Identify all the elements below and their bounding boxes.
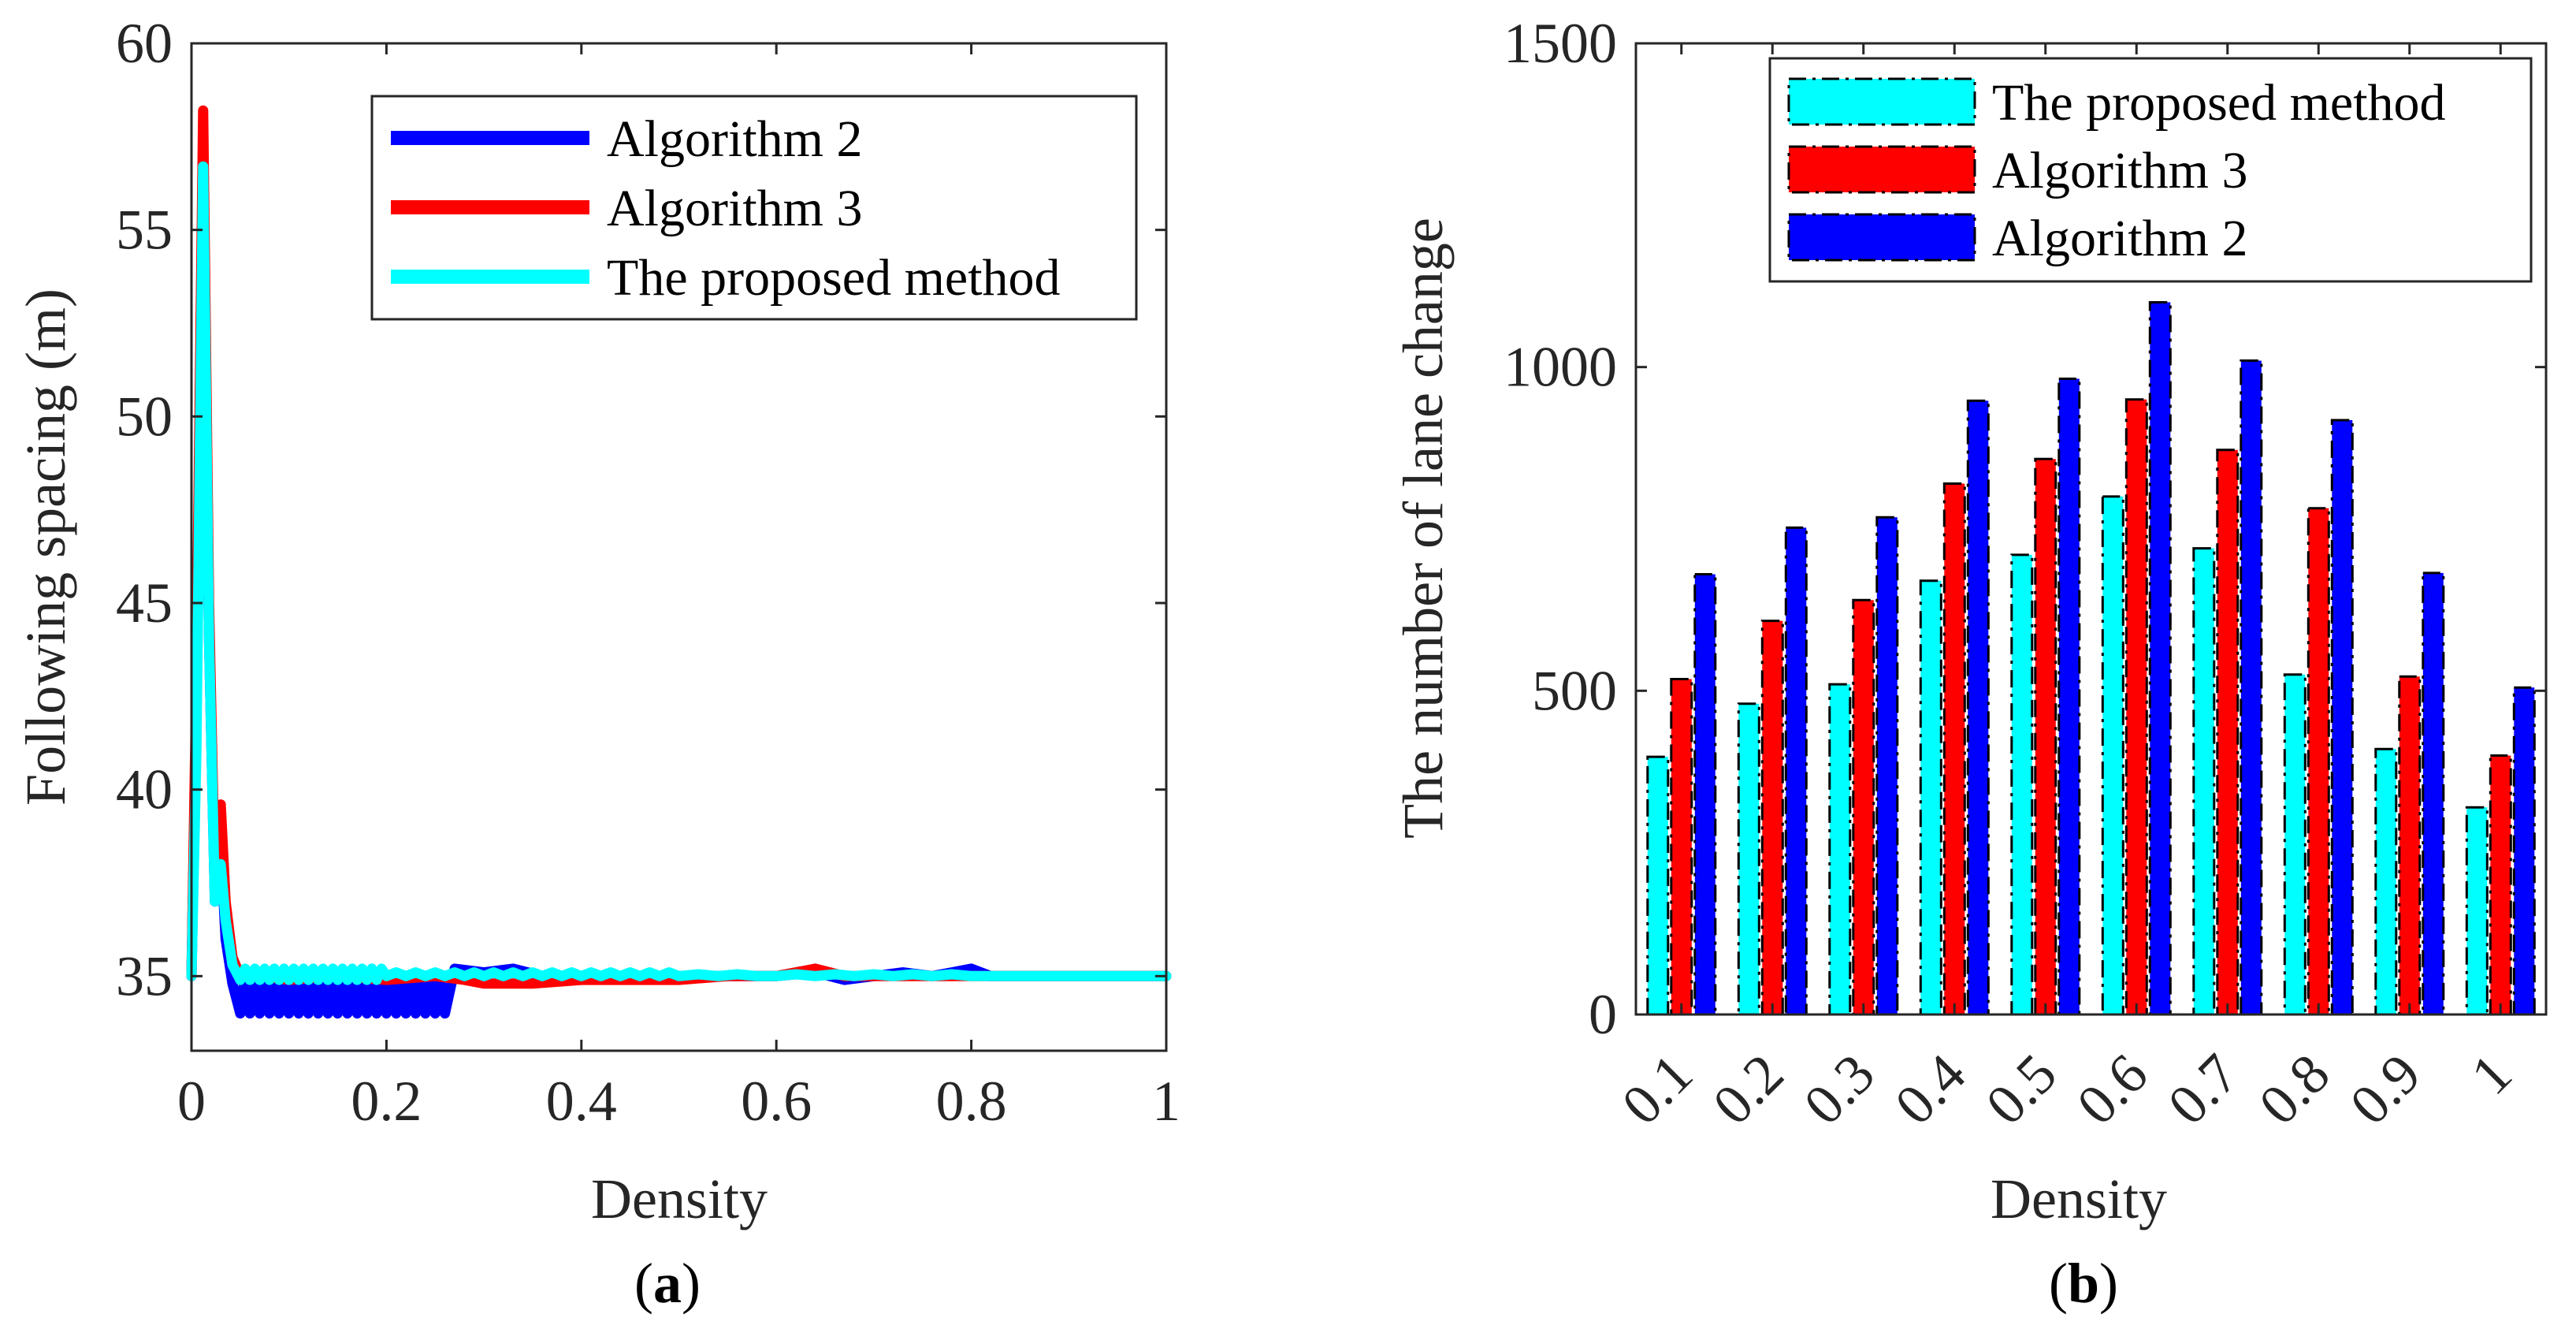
panel-a-legend-label-proposed: The proposed method <box>607 249 1061 307</box>
panel-b-bar-the-proposed-method-0-2 <box>1737 702 1760 1016</box>
panel-a-caption: (a) <box>634 1252 701 1315</box>
panel-b-x-tick-label: 0.6 <box>2065 1042 2159 1137</box>
panel-b-bar-the-proposed-method-0-9 <box>2374 747 2398 1016</box>
panel-b-bar-algorithm-2-0-5 <box>2057 378 2081 1016</box>
panel-b-bar-algorithm-2-0-2 <box>1784 526 1808 1016</box>
panel-b-bar-the-proposed-method-0-5 <box>2010 553 2034 1016</box>
panel-b-bar-algorithm-2-0-8 <box>2330 419 2354 1016</box>
panel-b-legend-label-algorithm-2: Algorithm 2 <box>1992 210 2248 267</box>
panel-b-bar-the-proposed-method-0-7 <box>2192 547 2216 1016</box>
panel-b-bar-the-proposed-method-1 <box>2465 806 2489 1016</box>
panel-b-bar-algorithm-3-0-1 <box>1670 678 1693 1016</box>
panel-b-axes-box <box>1634 42 2548 1016</box>
panel-b-bar-algorithm-2-0-3 <box>1875 516 1899 1016</box>
panel-b-caption: (b) <box>2049 1252 2118 1315</box>
panel-a-y-tick-label: 55 <box>116 199 173 262</box>
panel-a-series-lines <box>186 105 1172 1019</box>
panel-b-x-tick-label: 0.7 <box>2156 1042 2251 1137</box>
panel-b-legend: The proposed method Algorithm 3 Algorith… <box>1768 57 2533 283</box>
panel-b-x-tick-label: 0.9 <box>2338 1042 2433 1137</box>
panel-b-bar-algorithm-2-0-9 <box>2422 571 2445 1016</box>
panel-a-line-chart: 0 0.2 0.4 0.6 0.8 1 35 40 45 50 55 60 Following spa… <box>14 12 1180 1315</box>
panel-b-legend-swatch-algorithm-3 <box>1787 145 1976 194</box>
panel-b-y-tick-label: 0 <box>1589 983 1617 1046</box>
panel-b-x-tick-label: 0.5 <box>1974 1042 2069 1137</box>
panel-a-x-tick-label: 0.8 <box>936 1070 1007 1133</box>
panel-a-x-axis-label: Density <box>591 1167 768 1230</box>
panel-b-x-axis-label: Density <box>1991 1167 2167 1230</box>
panel-b-bar-algorithm-3-0-4 <box>1942 482 1966 1016</box>
panel-a-y-axis-label: Following spacing (m) <box>14 289 77 806</box>
panel-b-bar-algorithm-3-0-7 <box>2216 449 2240 1016</box>
panel-b-legend-label-proposed: The proposed method <box>1992 74 2446 132</box>
panel-b-bars <box>1646 301 2536 1016</box>
panel-b-y-axis-label: The number of lane change <box>1392 218 1455 839</box>
panel-a-legend: Algorithm 2 Algorithm 3 The proposed met… <box>370 95 1138 321</box>
panel-a-x-tick-label: 1 <box>1152 1070 1180 1133</box>
panel-b-y-tick-label: 1500 <box>1504 12 1617 75</box>
panel-a-y-tick-label: 35 <box>116 944 173 1007</box>
panel-b-x-tick-label: 0.4 <box>1883 1042 1977 1137</box>
panel-a-y-tick-label: 60 <box>116 12 173 75</box>
panel-a-legend-label-algorithm-2: Algorithm 2 <box>607 110 863 168</box>
panel-a-x-tick-label: 0 <box>177 1070 206 1133</box>
panel-b-x-tick-label: 0.2 <box>1701 1042 1795 1137</box>
panel-b-bar-algorithm-3-0-2 <box>1760 620 1784 1016</box>
panel-b-bar-the-proposed-method-0-6 <box>2101 495 2124 1016</box>
panel-b-bar-algorithm-3-0-5 <box>2034 457 2057 1016</box>
panel-b-bar-the-proposed-method-0-8 <box>2283 673 2307 1016</box>
panel-b-bar-algorithm-2-0-6 <box>2148 301 2172 1016</box>
panel-b-legend-swatch-proposed <box>1787 77 1976 126</box>
panel-a-series-the-proposed-method <box>186 161 1172 985</box>
panel-a-x-tick-label: 0.4 <box>546 1070 617 1133</box>
panel-b-bar-algorithm-3-0-9 <box>2398 675 2422 1016</box>
panel-b-bar-algorithm-3-1 <box>2489 754 2512 1016</box>
panel-b-legend-label-algorithm-3: Algorithm 3 <box>1992 142 2248 199</box>
panel-a-x-tick-label: 0.2 <box>351 1070 422 1133</box>
panel-b-bar-algorithm-3-0-6 <box>2124 398 2148 1016</box>
panel-a-x-tick-label: 0.6 <box>741 1070 812 1133</box>
panel-b-legend-swatch-algorithm-2 <box>1787 213 1976 262</box>
panel-b-bar-algorithm-2-0-4 <box>1966 399 1990 1016</box>
panel-b-bar-algorithm-3-0-3 <box>1852 598 1875 1016</box>
panel-b-bar-algorithm-2-0-7 <box>2240 359 2263 1016</box>
panel-b-bar-algorithm-3-0-8 <box>2307 507 2330 1016</box>
panel-b-y-tick-label: 500 <box>1532 659 1617 722</box>
panel-b-bar-chart: 0.10.20.30.40.50.60.70.80.9 1 0 500 1000 1500… <box>1392 12 2548 1315</box>
panel-a-y-tick-label: 40 <box>116 758 173 821</box>
panel-a-axes-box <box>190 42 1168 1052</box>
panel-a-legend-label-algorithm-3: Algorithm 3 <box>607 180 863 237</box>
panel-b-bar-the-proposed-method-0-3 <box>1828 683 1852 1016</box>
panel-a-ticks: 0 0.2 0.4 0.6 0.8 1 35 40 45 50 55 60 <box>116 12 1180 1133</box>
panel-a-y-tick-label: 50 <box>116 385 173 448</box>
panel-b-x-tick-label: 0.3 <box>1792 1042 1886 1137</box>
panel-b-x-tick-label: 0.8 <box>2247 1042 2341 1137</box>
panel-b-bar-algorithm-2-1 <box>2512 686 2536 1016</box>
panel-b-y-tick-label: 1000 <box>1504 336 1617 399</box>
panel-b-bar-algorithm-2-0-1 <box>1693 573 1717 1016</box>
panel-b-x-tick-label: 0.1 <box>1610 1042 1704 1137</box>
panel-b-bar-the-proposed-method-0-1 <box>1646 755 1670 1016</box>
panel-a-y-tick-label: 45 <box>116 571 173 635</box>
panel-b-x-tick-label: 1 <box>2459 1042 2524 1107</box>
panel-b-bar-the-proposed-method-0-4 <box>1919 579 1942 1016</box>
